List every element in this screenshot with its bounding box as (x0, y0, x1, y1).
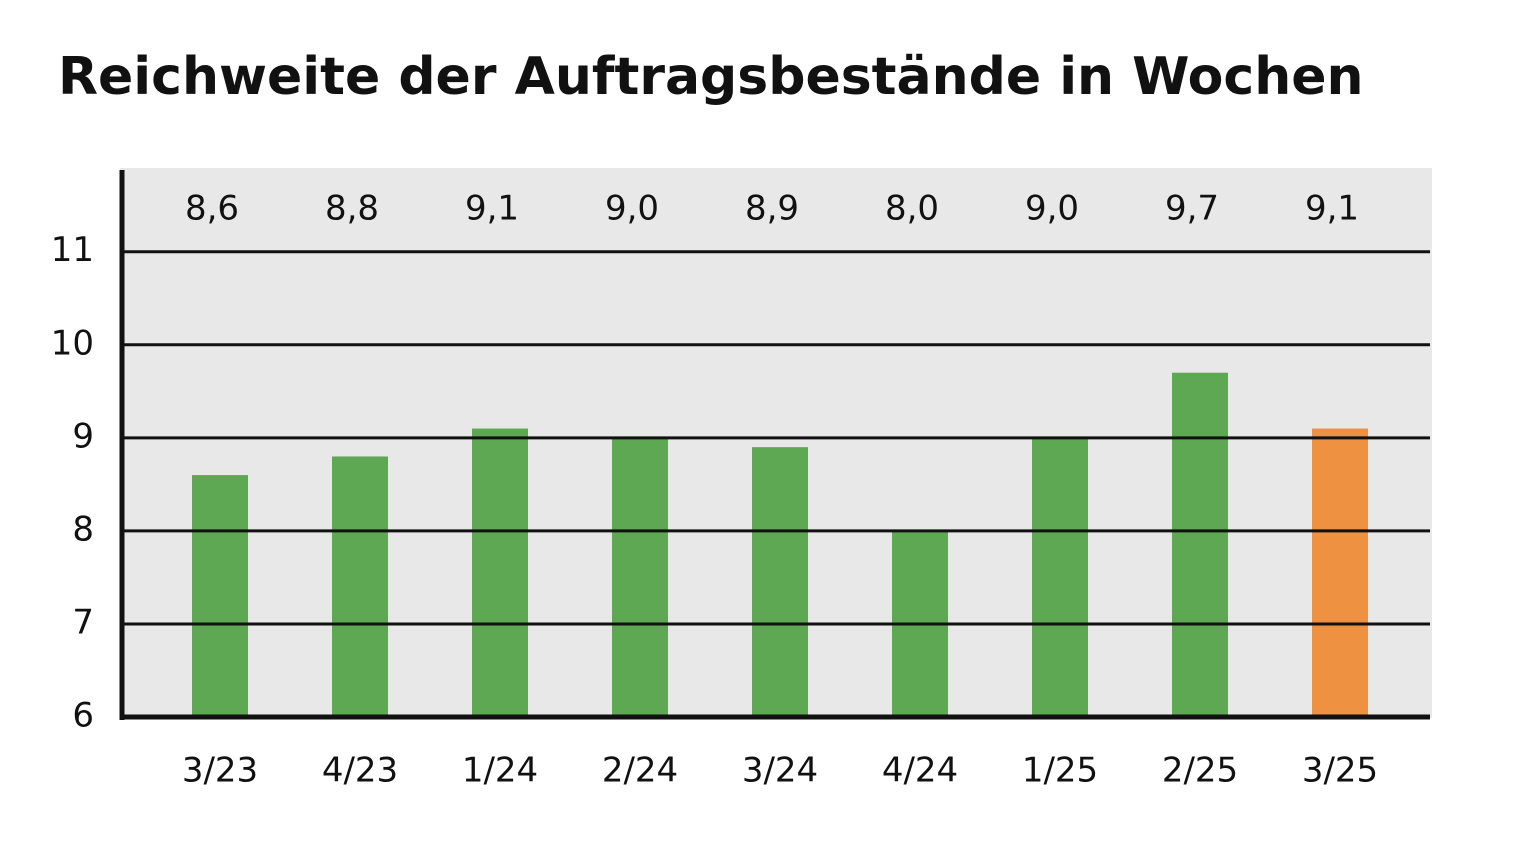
x-tick-label: 4/23 (322, 751, 398, 791)
y-tick-label: 8 (72, 509, 94, 549)
x-tick-label: 4/24 (882, 751, 958, 791)
bar (1172, 372, 1228, 717)
value-label: 8,9 (745, 189, 799, 229)
y-tick-label: 9 (72, 416, 94, 456)
bar (472, 428, 528, 717)
y-tick-label: 7 (72, 602, 94, 642)
x-tick-label: 2/24 (602, 751, 678, 791)
x-tick-label: 3/23 (182, 751, 258, 791)
y-tick-label: 11 (51, 230, 94, 270)
value-label: 8,6 (185, 189, 239, 229)
y-tick-label: 10 (51, 323, 94, 363)
value-label: 8,0 (885, 189, 939, 229)
value-label: 9,7 (1165, 189, 1219, 229)
x-tick-label: 1/24 (462, 751, 538, 791)
bar (332, 456, 388, 717)
value-label: 9,1 (1305, 189, 1359, 229)
bar (1032, 437, 1088, 717)
value-label: 9,0 (1025, 189, 1079, 229)
chart-title: Reichweite der Auftragsbestände in Woche… (58, 47, 1364, 107)
value-label: 8,8 (325, 189, 379, 229)
bar (1312, 428, 1368, 717)
x-tick-label: 3/25 (1302, 751, 1378, 791)
value-label: 9,1 (465, 189, 519, 229)
bar (192, 475, 248, 717)
x-tick-label: 3/24 (742, 751, 818, 791)
x-tick-label: 1/25 (1022, 751, 1098, 791)
x-tick-label: 2/25 (1162, 751, 1238, 791)
bar (612, 437, 668, 717)
y-tick-label: 6 (72, 696, 94, 736)
bar (752, 447, 808, 717)
value-label: 9,0 (605, 189, 659, 229)
